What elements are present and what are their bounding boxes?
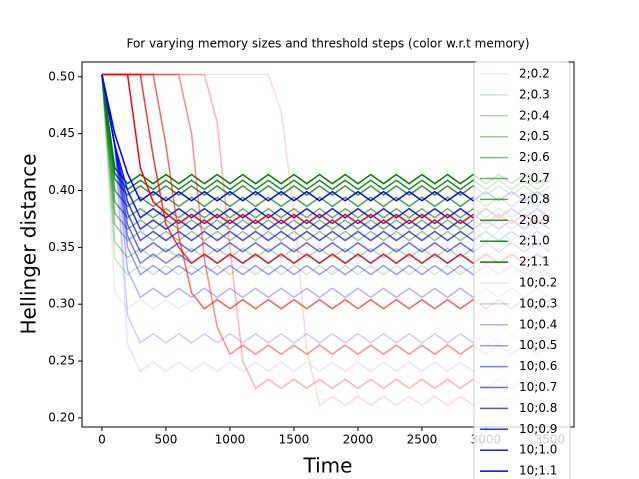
legend-label: 2;0.2 bbox=[519, 67, 550, 81]
legend-label: 10;0.9 bbox=[519, 422, 557, 436]
y-tick-label: 0.35 bbox=[48, 240, 75, 254]
legend-label: 2;0.5 bbox=[519, 129, 550, 143]
y-tick-label: 0.50 bbox=[48, 69, 75, 83]
legend-label: 10;0.8 bbox=[519, 401, 557, 415]
legend-label: 2;0.3 bbox=[519, 87, 550, 101]
x-tick-label: 2500 bbox=[407, 433, 438, 447]
legend-label: 2;0.4 bbox=[519, 108, 550, 122]
x-tick-label: 0 bbox=[98, 433, 106, 447]
chart-title: For varying memory sizes and threshold s… bbox=[126, 37, 529, 51]
legend-label: 2;1.0 bbox=[519, 234, 550, 248]
x-tick-label: 1500 bbox=[279, 433, 310, 447]
legend-label: 2;0.6 bbox=[519, 150, 550, 164]
legend-label: 10;1.1 bbox=[519, 464, 557, 478]
y-tick-label: 0.30 bbox=[48, 297, 75, 311]
y-tick-label: 0.40 bbox=[48, 183, 75, 197]
legend-label: 10;0.4 bbox=[519, 317, 557, 331]
y-axis-label: Hellinger distance bbox=[17, 153, 41, 334]
legend-box bbox=[473, 61, 571, 479]
legend-label: 2;0.9 bbox=[519, 213, 550, 227]
legend-label: 10;1.0 bbox=[519, 443, 557, 457]
legend-label: 10;0.6 bbox=[519, 359, 557, 373]
legend-label: 10;0.7 bbox=[519, 380, 557, 394]
legend-label: 10;0.3 bbox=[519, 296, 557, 310]
legend: 2;0.2 2;0.3 2;0.4 2;0.5 2;0.6 2;0.7 2;0.8 2;0.9… bbox=[473, 61, 571, 479]
legend-label: 2;0.7 bbox=[519, 171, 550, 185]
x-tick-label: 1000 bbox=[215, 433, 246, 447]
x-axis-label: Time bbox=[303, 454, 353, 478]
legend-label: 10;0.2 bbox=[519, 276, 557, 290]
y-tick-label: 0.45 bbox=[48, 126, 75, 140]
x-tick-label: 500 bbox=[155, 433, 178, 447]
legend-label: 2;0.8 bbox=[519, 192, 550, 206]
legend-label: 10;0.5 bbox=[519, 338, 557, 352]
plot-frame bbox=[81, 61, 575, 428]
y-tick-label: 0.20 bbox=[48, 410, 75, 424]
legend-label: 2;1.1 bbox=[519, 255, 550, 269]
y-tick-label: 0.25 bbox=[48, 354, 75, 368]
x-tick-label: 2000 bbox=[343, 433, 374, 447]
